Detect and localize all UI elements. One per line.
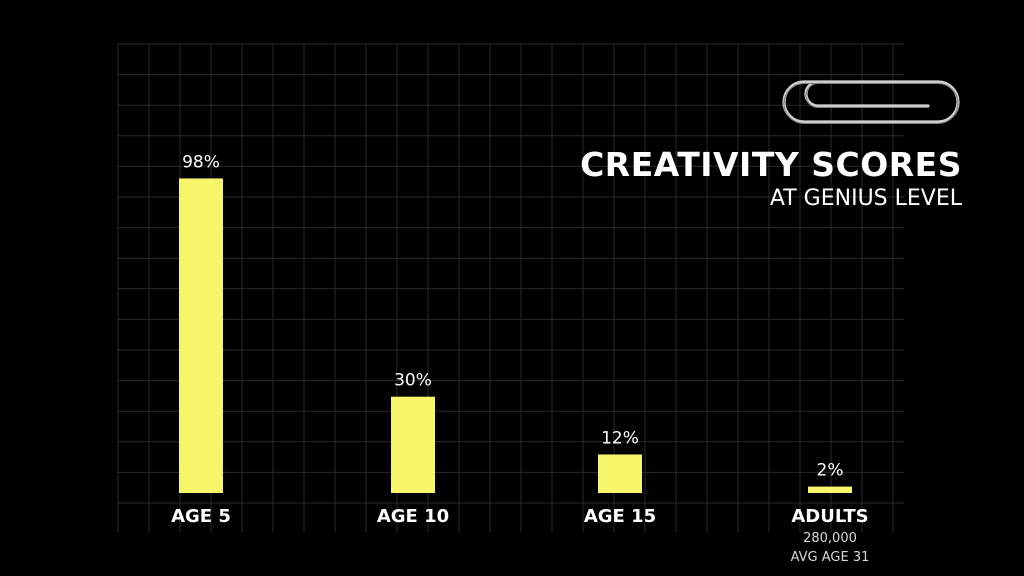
bar-3 xyxy=(598,454,642,493)
value-label: 30% xyxy=(394,371,432,391)
category-label: AGE 10 xyxy=(377,506,449,527)
grid-lines xyxy=(117,43,904,532)
bar-1 xyxy=(179,178,223,494)
value-label: 12% xyxy=(601,428,639,448)
category-sublabel: AVG AGE 31 xyxy=(791,550,870,565)
bar-2 xyxy=(391,396,435,493)
chart-title: CREATIVITY SCORES xyxy=(580,145,962,184)
value-label: 98% xyxy=(182,152,220,172)
labels-group: 98% AGE 5 30% AGE 10 12% AGE 15 2% ADULTS 280,00… xyxy=(171,152,869,565)
category-label: ADULTS xyxy=(791,506,868,527)
category-label: AGE 5 xyxy=(171,506,231,527)
bars-group xyxy=(179,178,852,494)
value-label: 2% xyxy=(817,461,844,481)
chart-subtitle: AT GENIUS LEVEL xyxy=(769,186,962,211)
bar-4 xyxy=(808,486,852,493)
paperclip-icon xyxy=(782,80,960,124)
category-label: AGE 15 xyxy=(584,506,656,527)
category-sublabel: 280,000 xyxy=(803,531,857,546)
